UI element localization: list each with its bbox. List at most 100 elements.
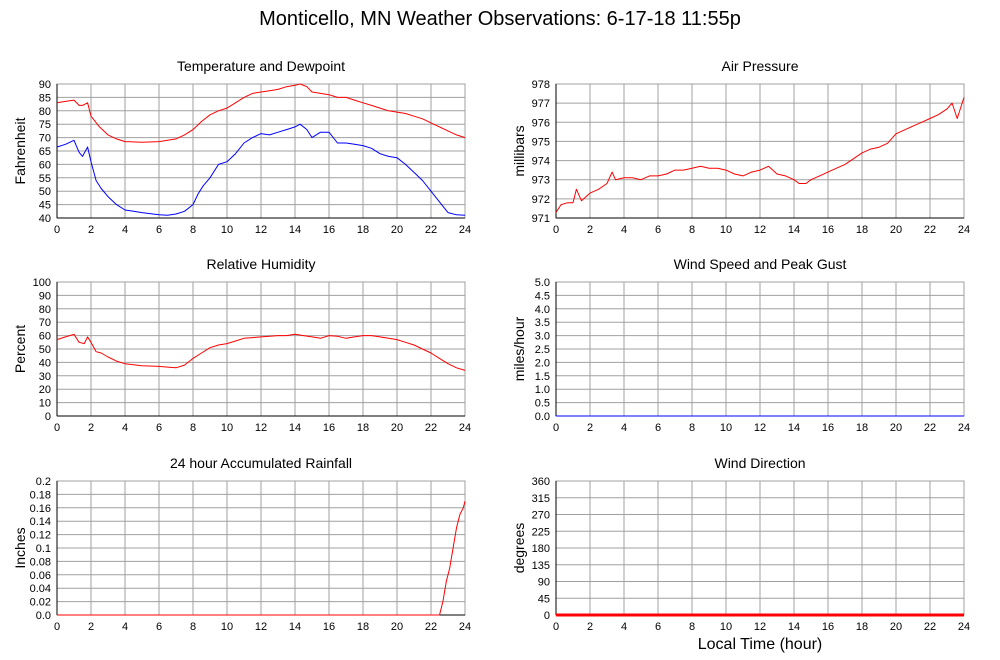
- y-tick-label: 977: [532, 98, 550, 110]
- y-tick-label: 90: [39, 290, 51, 302]
- y-tick-label: 4.0: [535, 304, 550, 316]
- y-tick-label: 270: [532, 510, 550, 522]
- x-tick-label: 18: [357, 224, 369, 236]
- x-tick-label: 6: [156, 621, 162, 633]
- x-tick-label: 20: [391, 224, 403, 236]
- x-tick-label: 20: [890, 224, 902, 236]
- y-tick-label: 80: [39, 304, 51, 316]
- x-tick-label: 12: [754, 224, 766, 236]
- y-tick-label: 360: [532, 476, 550, 488]
- y-tick-label: 45: [39, 200, 51, 212]
- x-tick-label: 14: [788, 422, 800, 434]
- x-tick-label: 12: [255, 224, 267, 236]
- y-tick-label: 975: [532, 136, 550, 148]
- x-tick-label: 6: [655, 621, 661, 633]
- x-tick-label: 2: [587, 621, 593, 633]
- y-tick-label: 90: [39, 79, 51, 91]
- y-tick-label: 90: [538, 577, 550, 589]
- y-axis-label: Inches: [12, 527, 28, 568]
- y-tick-label: 0.1: [36, 543, 51, 555]
- x-tick-label: 16: [822, 224, 834, 236]
- x-tick-label: 8: [689, 422, 695, 434]
- y-tick-label: 0.16: [30, 503, 51, 515]
- x-tick-label: 0: [553, 224, 559, 236]
- y-tick-label: 976: [532, 117, 550, 129]
- x-tick-label: 0: [54, 621, 60, 633]
- y-tick-label: 0.12: [30, 530, 51, 542]
- y-tick-label: 0.0: [36, 610, 51, 622]
- y-tick-label: 3.5: [535, 317, 550, 329]
- y-tick-label: 20: [39, 384, 51, 396]
- chart-title: Relative Humidity: [207, 256, 316, 272]
- x-tick-label: 2: [587, 224, 593, 236]
- y-tick-label: 30: [39, 371, 51, 383]
- chart-title: 24 hour Accumulated Rainfall: [170, 455, 352, 471]
- chart-title: Wind Speed and Peak Gust: [674, 256, 847, 272]
- x-tick-label: 14: [289, 224, 301, 236]
- x-tick-label: 16: [323, 621, 335, 633]
- x-tick-label: 10: [720, 224, 732, 236]
- y-tick-label: 978: [532, 79, 550, 91]
- x-tick-label: 16: [822, 422, 834, 434]
- y-tick-label: 315: [532, 493, 550, 505]
- x-tick-label: 20: [391, 422, 403, 434]
- y-axis-label: Fahrenheit: [12, 117, 28, 184]
- y-tick-label: 2.5: [535, 344, 550, 356]
- y-tick-label: 10: [39, 398, 51, 410]
- x-tick-label: 22: [924, 621, 936, 633]
- y-tick-label: 1.5: [535, 371, 550, 383]
- x-tick-label: 18: [856, 422, 868, 434]
- y-tick-label: 0: [544, 610, 550, 622]
- x-tick-label: 18: [357, 422, 369, 434]
- series-line-1: [57, 500, 466, 616]
- x-tick-label: 20: [890, 422, 902, 434]
- x-tick-label: 24: [958, 422, 970, 434]
- page-title: Monticello, MN Weather Observations: 6-1…: [259, 8, 741, 30]
- x-tick-label: 0: [54, 224, 60, 236]
- x-tick-label: 14: [788, 224, 800, 236]
- x-tick-label: 8: [190, 621, 196, 633]
- x-tick-label: 4: [621, 422, 627, 434]
- x-tick-label: 0: [553, 621, 559, 633]
- x-tick-label: 12: [255, 422, 267, 434]
- y-tick-label: 80: [39, 106, 51, 118]
- x-tick-label: 2: [88, 422, 94, 434]
- x-tick-label: 10: [720, 621, 732, 633]
- y-tick-label: 0: [45, 411, 51, 423]
- series-line-1: [555, 97, 965, 213]
- y-tick-label: 0.06: [30, 570, 51, 582]
- y-axis-label: Percent: [12, 325, 28, 373]
- x-tick-label: 22: [425, 621, 437, 633]
- chart-title: Air Pressure: [721, 58, 798, 74]
- y-tick-label: 75: [39, 119, 51, 131]
- x-tick-label: 12: [754, 621, 766, 633]
- y-tick-label: 135: [532, 560, 550, 572]
- x-tick-label: 14: [289, 621, 301, 633]
- y-tick-label: 973: [532, 175, 550, 187]
- y-tick-label: 0.5: [535, 398, 550, 410]
- x-tick-label: 8: [689, 224, 695, 236]
- series-line-2: [56, 123, 466, 216]
- y-axis-label: degrees: [511, 523, 527, 574]
- x-tick-label: 16: [323, 422, 335, 434]
- y-tick-label: 40: [39, 357, 51, 369]
- y-tick-label: 5.0: [535, 277, 550, 289]
- y-tick-label: 0.2: [36, 476, 51, 488]
- x-tick-label: 8: [689, 621, 695, 633]
- x-tick-label: 4: [621, 224, 627, 236]
- x-tick-label: 20: [890, 621, 902, 633]
- x-tick-label: 0: [553, 422, 559, 434]
- x-tick-label: 4: [122, 422, 128, 434]
- y-tick-label: 45: [538, 593, 550, 605]
- x-tick-label: 2: [88, 224, 94, 236]
- y-tick-label: 85: [39, 92, 51, 104]
- x-tick-label: 10: [221, 422, 233, 434]
- x-tick-label: 0: [54, 422, 60, 434]
- x-tick-label: 18: [856, 224, 868, 236]
- x-tick-label: 14: [289, 422, 301, 434]
